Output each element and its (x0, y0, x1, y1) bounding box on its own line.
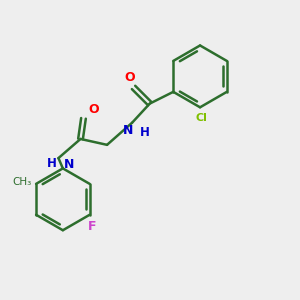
Text: CH₃: CH₃ (12, 177, 32, 188)
Text: N: N (123, 124, 134, 137)
Text: F: F (88, 220, 97, 233)
Text: H: H (140, 126, 150, 139)
Text: O: O (125, 71, 135, 85)
Text: N: N (64, 158, 74, 171)
Text: O: O (89, 103, 99, 116)
Text: Cl: Cl (196, 112, 208, 123)
Text: H: H (47, 157, 57, 169)
